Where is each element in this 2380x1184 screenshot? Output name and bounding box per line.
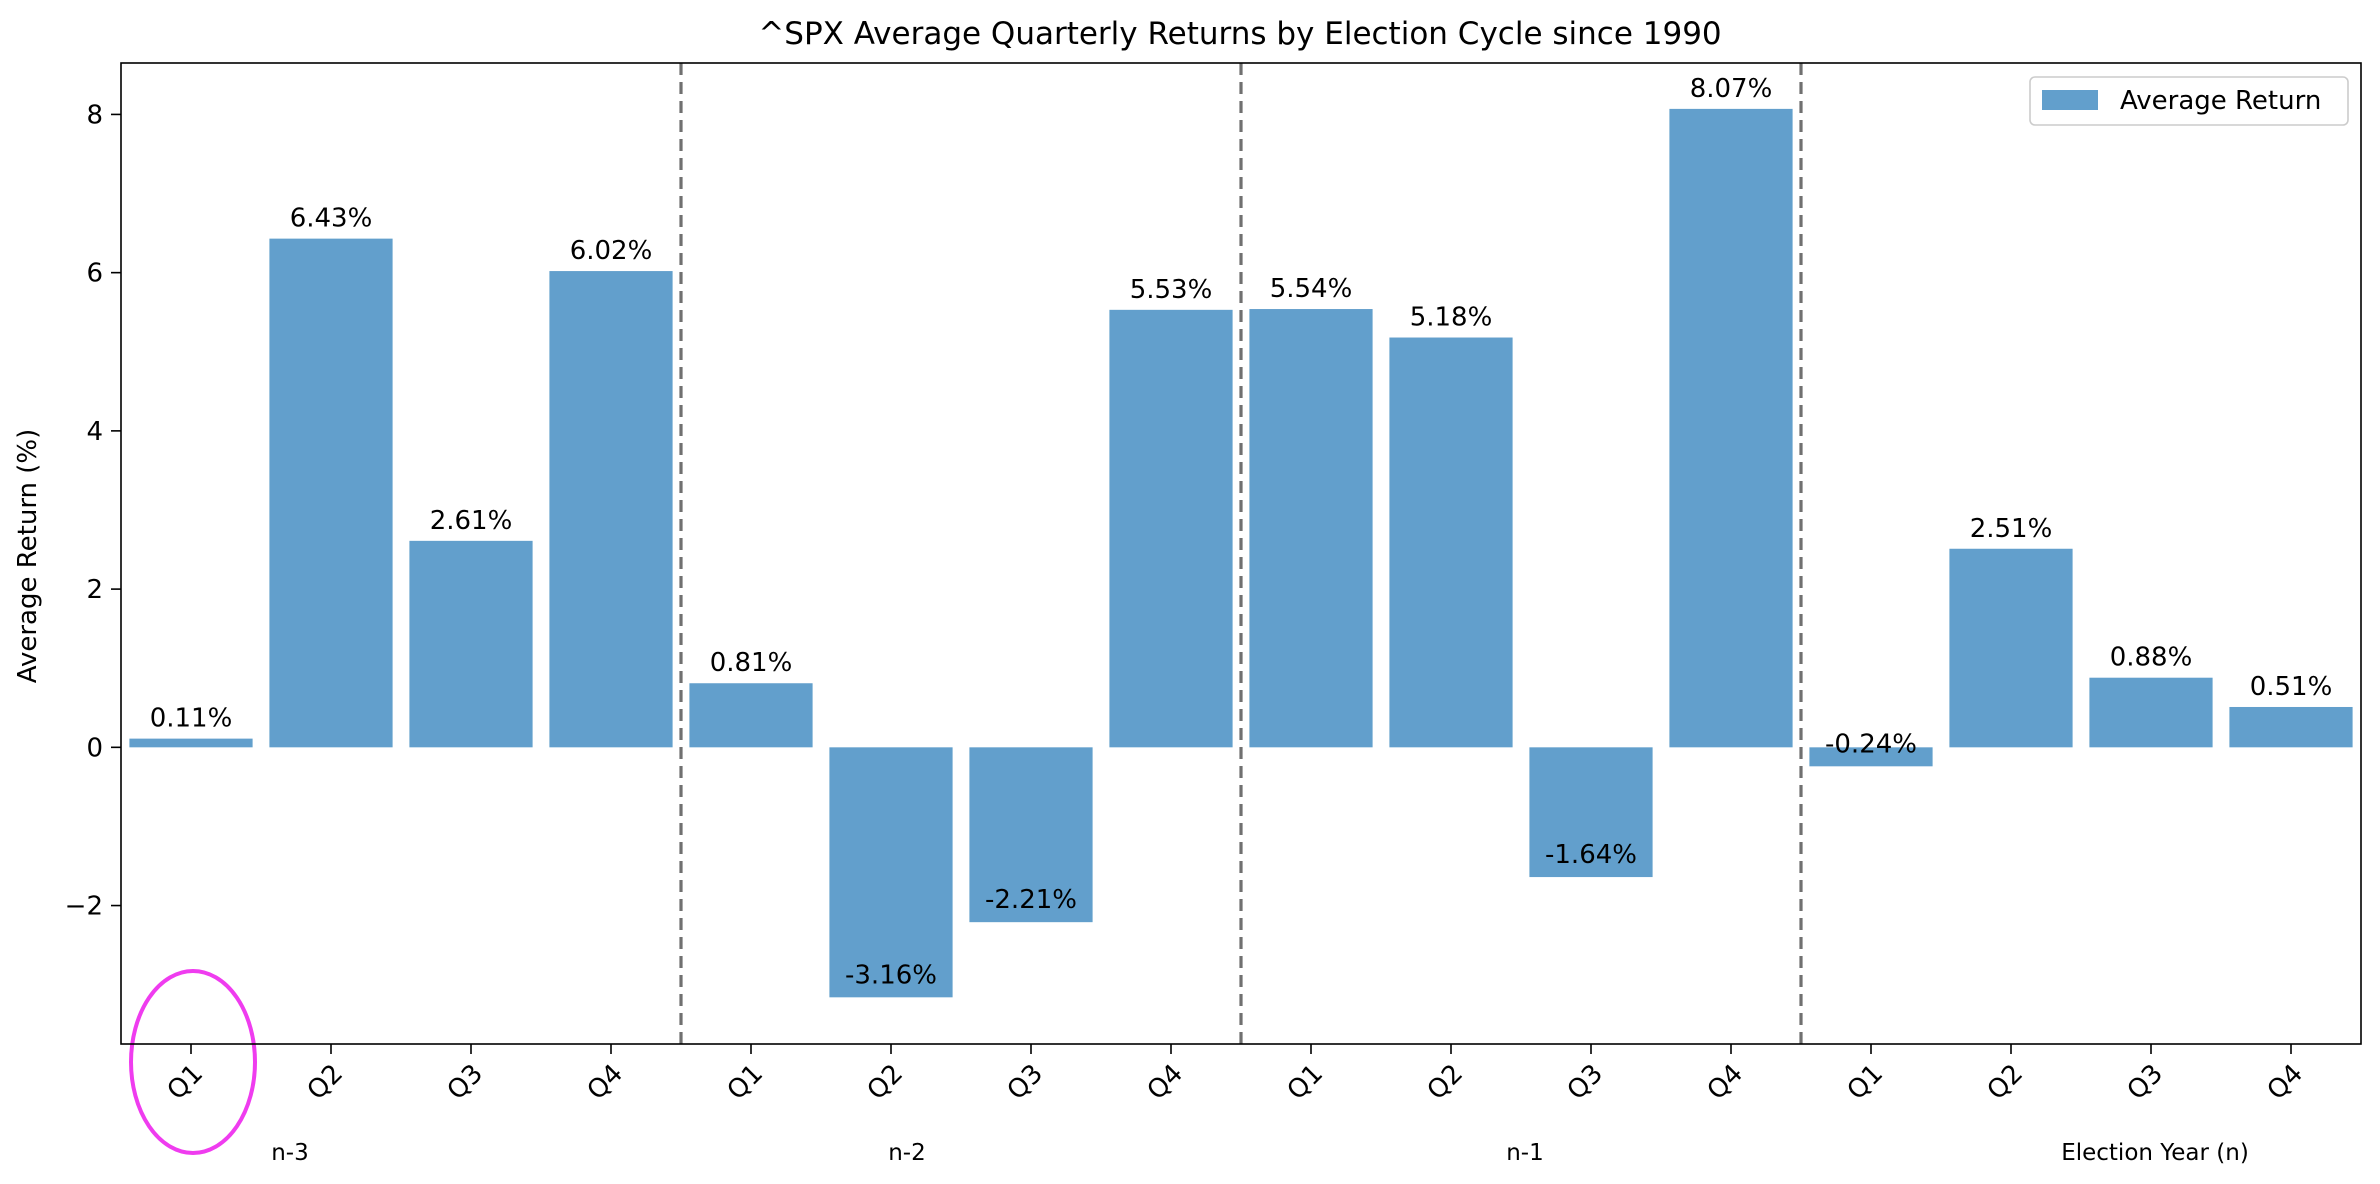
data-label: 8.07% (1690, 74, 1773, 104)
group-separators (679, 63, 1803, 1044)
x-tick-label: Q1 (1282, 1059, 1329, 1106)
bar (1669, 108, 1793, 748)
y-axis-label: Average Return (%) (13, 429, 43, 684)
x-tick-label: Q1 (1842, 1059, 1889, 1106)
x-tick-label: Q4 (1702, 1059, 1749, 1106)
data-label: 5.53% (1130, 275, 1213, 305)
data-label: 0.11% (150, 704, 233, 734)
x-tick-label: Q3 (1562, 1059, 1609, 1106)
plot-frame (120, 62, 2362, 1045)
x-tick-label: Q3 (1002, 1059, 1049, 1106)
x-tick-label: Q4 (2262, 1059, 2309, 1106)
data-label: 5.54% (1270, 274, 1353, 304)
x-axis-ticks: Q1 Q2 Q3 Q4 Q1 Q2 Q3 Q4 Q1 Q2 Q3 Q4 Q1 Q2 Q3 Q4 (129, 969, 2309, 1155)
data-label: 6.02% (570, 236, 653, 266)
bar (829, 747, 953, 998)
x-tick-label: Q4 (1142, 1059, 1189, 1106)
y-tick-label: 8 (86, 100, 103, 130)
x-tick-label: Q1 (722, 1059, 769, 1106)
bar (1949, 548, 2073, 748)
bar (1809, 747, 1933, 767)
data-label: -2.21% (985, 885, 1077, 915)
bar (2089, 677, 2213, 748)
data-label: 5.18% (1410, 303, 1493, 333)
x-tick-label: Q3 (442, 1059, 489, 1106)
y-tick-label: 2 (86, 575, 103, 605)
bars (129, 108, 2353, 998)
y-tick-label: 6 (86, 259, 103, 289)
data-label: -1.64% (1545, 840, 1637, 870)
legend-box (2029, 76, 2349, 126)
data-label: 6.43% (290, 204, 373, 234)
bar (1389, 337, 1513, 748)
bar (129, 738, 253, 748)
x-tick-label: Q2 (862, 1059, 909, 1106)
data-label: 2.51% (1970, 514, 2053, 544)
group-label: n-1 (1506, 1140, 1544, 1166)
data-label: 2.61% (430, 506, 513, 536)
y-tick-label: −2 (65, 892, 103, 922)
bar (969, 747, 1093, 923)
x-tick-label: Q4 (582, 1059, 629, 1106)
bar (269, 238, 393, 748)
group-labels: n-3 n-2 n-1 Election Year (n) (271, 1140, 2249, 1166)
x-tick-label: Q2 (1982, 1059, 2029, 1106)
legend-swatch (2042, 90, 2098, 110)
data-label: 0.88% (2110, 643, 2193, 673)
x-tick-label: Q3 (2122, 1059, 2169, 1106)
y-axis-ticks: −2 0 2 4 6 8 (65, 100, 121, 922)
x-tick-label: Q1 (162, 1059, 209, 1106)
bar (689, 683, 813, 748)
data-label: -0.24% (1825, 729, 1917, 759)
group-label: n-2 (888, 1140, 926, 1166)
data-label: 0.81% (710, 648, 793, 678)
bar (2229, 706, 2353, 748)
legend-label: Average Return (2120, 86, 2321, 116)
bar (1249, 309, 1373, 748)
bar (549, 271, 673, 748)
chart-title: ^SPX Average Quarterly Returns by Electi… (758, 16, 1721, 52)
bar (1529, 747, 1653, 878)
data-label: -3.16% (845, 960, 937, 990)
y-tick-label: 4 (86, 417, 103, 447)
group-label: n-3 (271, 1140, 309, 1166)
y-tick-label: 0 (86, 733, 103, 763)
x-tick-label: Q2 (302, 1059, 349, 1106)
data-labels: 0.11% 6.43% 2.61% 6.02% 0.81% -3.16% -2.21% 5.5… (150, 74, 2333, 990)
group-label: Election Year (n) (2061, 1140, 2249, 1166)
x-tick-label: Q2 (1422, 1059, 1469, 1106)
bar (1109, 309, 1233, 748)
highlight-ellipse (129, 969, 257, 1155)
data-label: 0.51% (2250, 672, 2333, 702)
legend: Average Return (2029, 76, 2349, 126)
bar (409, 540, 533, 748)
